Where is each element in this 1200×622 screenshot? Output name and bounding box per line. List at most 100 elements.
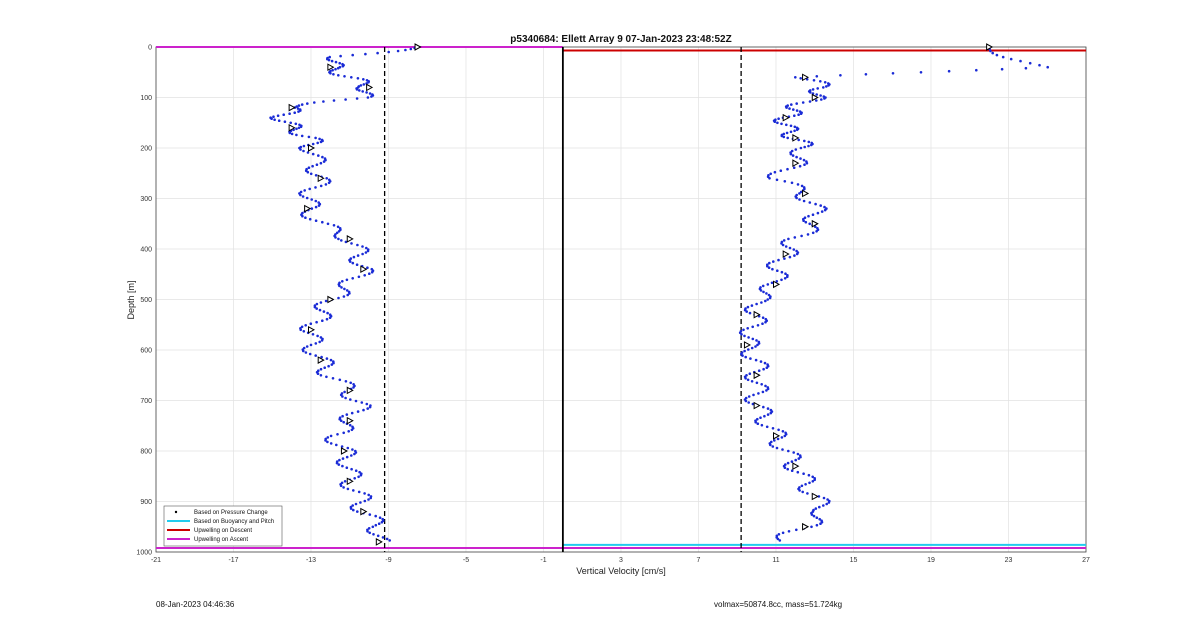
buoyancy-marker xyxy=(346,416,354,425)
data-point xyxy=(781,243,785,247)
data-point xyxy=(359,84,363,87)
data-point xyxy=(784,272,787,276)
data-point xyxy=(316,141,320,145)
data-point xyxy=(289,121,293,125)
data-point xyxy=(351,277,355,280)
data-point xyxy=(314,205,318,209)
buoyancy-marker xyxy=(308,325,316,334)
data-point xyxy=(801,490,804,494)
data-point xyxy=(783,277,787,280)
data-point xyxy=(301,214,304,218)
data-point xyxy=(807,214,810,218)
data-point xyxy=(795,128,799,132)
data-point xyxy=(299,193,302,197)
data-point xyxy=(761,316,765,320)
data-point xyxy=(742,328,745,332)
data-point xyxy=(345,278,349,282)
data-point xyxy=(760,301,763,304)
data-point xyxy=(367,81,370,84)
data-point xyxy=(328,316,332,320)
buoyancy-marker xyxy=(288,103,296,112)
data-point xyxy=(349,507,353,510)
data-point xyxy=(319,140,323,144)
data-point xyxy=(341,395,344,398)
data-point xyxy=(783,466,787,470)
buoyancy-marker xyxy=(308,144,316,152)
data-point xyxy=(816,211,820,215)
data-point xyxy=(769,172,772,176)
data-point xyxy=(776,537,780,541)
data-point xyxy=(790,103,793,106)
data-point xyxy=(746,327,749,330)
data-point xyxy=(374,514,378,518)
data-point xyxy=(295,133,298,137)
data-point xyxy=(814,507,818,510)
data-point xyxy=(765,425,769,429)
data-point xyxy=(781,430,785,433)
data-point xyxy=(762,367,765,371)
data-point xyxy=(277,119,281,122)
data-point xyxy=(782,239,786,242)
data-point xyxy=(747,348,750,351)
data-point xyxy=(282,113,286,116)
data-point xyxy=(754,358,758,362)
data-point xyxy=(341,64,345,68)
data-point xyxy=(995,53,999,57)
x-tick-label: -1 xyxy=(540,557,546,564)
data-point xyxy=(273,118,276,121)
data-point xyxy=(827,501,831,504)
data-point xyxy=(308,217,312,221)
data-point xyxy=(780,436,784,439)
data-point xyxy=(295,127,298,131)
data-point xyxy=(762,290,765,294)
data-point xyxy=(785,131,789,135)
data-point xyxy=(765,292,768,295)
data-point xyxy=(353,452,356,456)
data-point xyxy=(326,436,330,439)
data-point xyxy=(802,158,806,162)
data-point xyxy=(331,68,334,72)
data-point xyxy=(756,417,759,421)
buoyancy-marker xyxy=(802,522,810,531)
data-point xyxy=(1009,57,1013,61)
x-axis-label: Vertical Velocity [cm/s] xyxy=(576,566,666,576)
data-point xyxy=(324,439,327,442)
data-point xyxy=(314,186,317,189)
data-point xyxy=(336,433,339,436)
data-point xyxy=(325,317,329,321)
data-point xyxy=(757,392,760,395)
data-point xyxy=(388,539,392,542)
y-tick-label: 200 xyxy=(140,146,152,153)
data-point xyxy=(366,407,370,410)
data-point xyxy=(304,351,308,354)
data-point xyxy=(768,177,771,180)
data-point xyxy=(989,49,992,53)
data-point xyxy=(351,448,354,451)
data-point xyxy=(356,243,359,247)
buoyancy-marker xyxy=(802,189,810,198)
buoyancy-marker xyxy=(414,43,422,51)
data-point xyxy=(326,222,330,226)
data-point xyxy=(315,163,319,166)
data-point xyxy=(367,498,370,501)
data-point xyxy=(343,75,346,78)
data-point xyxy=(302,330,306,333)
data-point xyxy=(768,261,771,265)
data-point xyxy=(790,469,794,473)
data-point xyxy=(352,255,356,259)
data-point xyxy=(796,470,800,474)
data-point xyxy=(765,366,769,370)
data-point xyxy=(305,345,309,348)
data-point xyxy=(342,431,346,435)
data-point xyxy=(342,295,346,298)
data-point xyxy=(811,88,815,91)
data-point xyxy=(795,252,799,256)
data-point xyxy=(817,495,821,498)
data-point xyxy=(794,76,797,79)
data-point xyxy=(359,473,363,477)
data-point xyxy=(346,487,350,491)
data-point xyxy=(799,146,803,150)
data-point xyxy=(767,266,771,270)
data-point xyxy=(316,372,320,376)
buoyancy-marker xyxy=(773,432,781,440)
